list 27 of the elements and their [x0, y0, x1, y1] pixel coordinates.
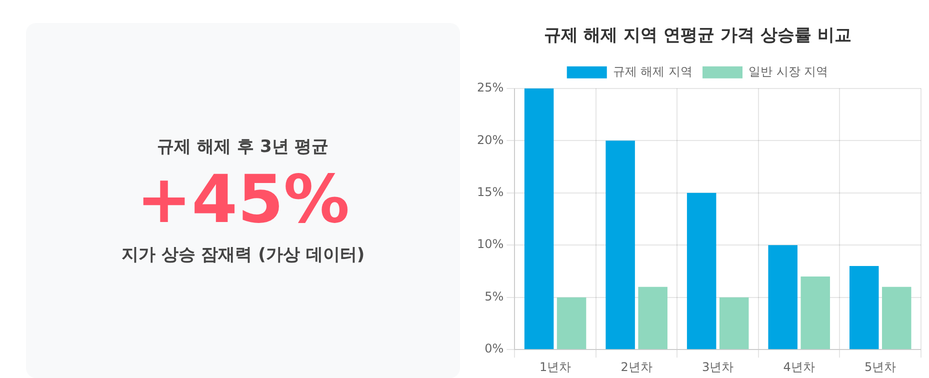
x-tick-label: 4년차 — [783, 360, 815, 374]
y-tick-label: 5% — [484, 289, 504, 304]
bar — [768, 245, 798, 350]
legend-label: 규제 해제 지역 — [612, 64, 693, 79]
y-tick-label: 20% — [477, 132, 504, 147]
bar — [800, 276, 830, 350]
x-tick-label: 1년차 — [539, 360, 572, 374]
text: 지가 상승 잠재력 (가상 데이터) — [121, 244, 365, 266]
y-tick-label: 0% — [484, 342, 504, 356]
text: +45% — [136, 161, 350, 238]
bar — [606, 140, 635, 350]
bar — [882, 286, 912, 350]
text: 규제 해제 후 3년 평균 — [157, 136, 329, 158]
chart-title: 규제 해제 지역 연평균 가격 상승률 비교 — [544, 26, 852, 46]
y-tick-label: 10% — [477, 237, 504, 252]
bar — [719, 297, 749, 350]
bar — [638, 286, 668, 350]
x-tick-label: 2년차 — [620, 360, 652, 374]
bar — [849, 266, 879, 350]
bar — [686, 192, 716, 350]
bar — [556, 297, 586, 350]
y-tick-label: 25% — [477, 80, 504, 95]
legend-label: 일반 시장 지역 — [748, 64, 828, 79]
x-tick-label: 3년차 — [702, 360, 734, 374]
x-tick-label: 5년차 — [864, 360, 896, 374]
bar — [524, 88, 554, 350]
y-tick-label: 15% — [477, 185, 504, 200]
